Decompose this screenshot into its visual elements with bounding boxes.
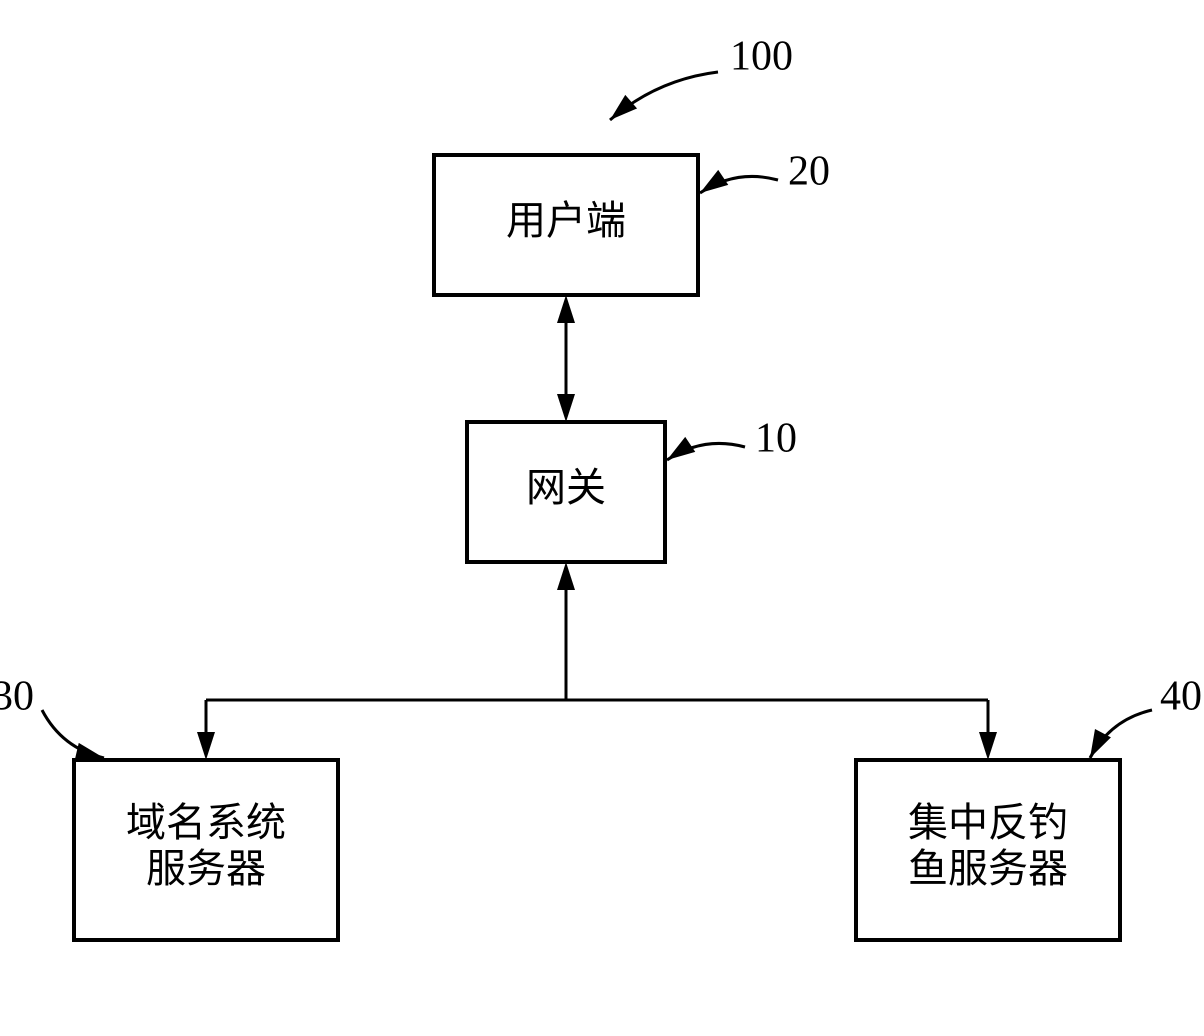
node-gateway-label-line: 网关: [526, 465, 606, 510]
node-dns: 域名系统服务器: [74, 760, 338, 940]
ref-label-client: 20: [788, 149, 830, 195]
ref-label-system: 100: [730, 34, 793, 80]
node-dns-label-line: 服务器: [146, 846, 266, 891]
ref-label-gateway: 10: [755, 416, 797, 462]
node-antiphish: 集中反钓鱼服务器: [856, 760, 1120, 940]
node-antiphish-label-line: 鱼服务器: [908, 846, 1068, 891]
ref-label-dns: 30: [0, 674, 34, 720]
node-antiphish-label-line: 集中反钓: [908, 800, 1068, 845]
ref-label-antiphish: 40: [1160, 674, 1202, 720]
node-client: 用户端: [434, 155, 698, 295]
node-gateway: 网关: [467, 422, 665, 562]
node-client-label-line: 用户端: [506, 198, 626, 243]
node-dns-label-line: 域名系统: [126, 800, 286, 845]
